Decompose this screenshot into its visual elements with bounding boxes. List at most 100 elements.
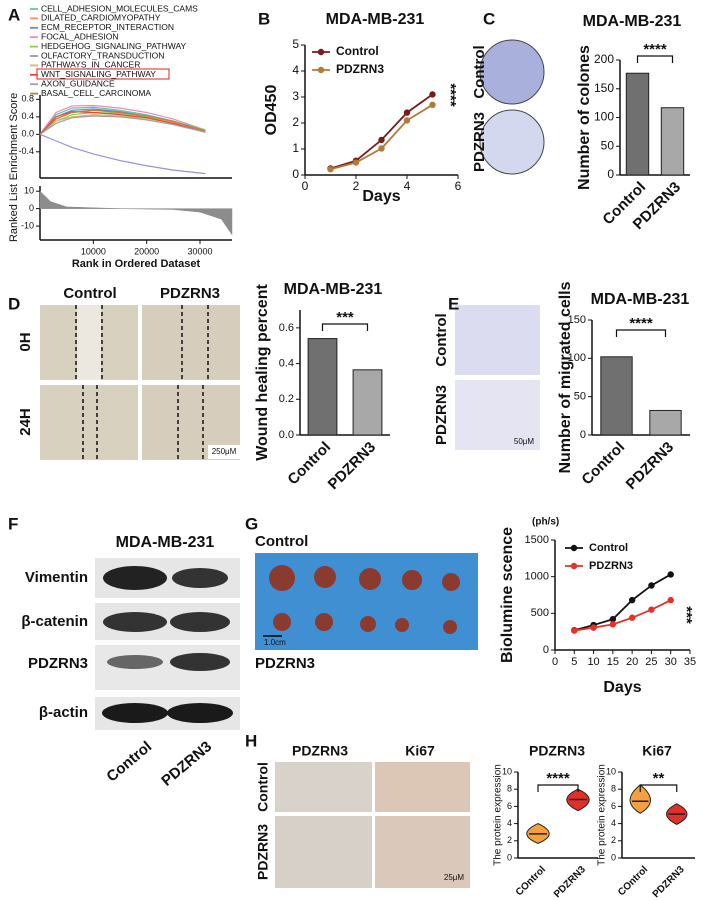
x-tick-label: PDZRN3 bbox=[325, 439, 379, 493]
y-tick-label: 50 bbox=[574, 391, 586, 403]
significance-bracket bbox=[537, 784, 579, 792]
line bbox=[574, 573, 672, 632]
y-tick-label: 500 bbox=[531, 607, 549, 619]
y-tick-label: 8 bbox=[611, 784, 616, 794]
x-tick-label: 20000 bbox=[134, 246, 159, 256]
row-label: Control bbox=[471, 45, 488, 98]
y-axis-label: Ranked List bbox=[8, 184, 20, 242]
photo-label: Control bbox=[255, 533, 308, 550]
point bbox=[590, 624, 597, 631]
y-axis-label: OD450 bbox=[263, 85, 280, 136]
point bbox=[352, 159, 360, 166]
x-tick-label: 30000 bbox=[187, 246, 212, 256]
wound-images bbox=[40, 305, 240, 460]
panel-letter: C bbox=[483, 9, 495, 28]
y-tick-label: 0.2 bbox=[279, 393, 294, 405]
row-label: Vimentin bbox=[25, 569, 88, 586]
x-tick-label: 30 bbox=[665, 656, 677, 668]
bar bbox=[600, 356, 633, 436]
x-tick-label: 15 bbox=[607, 656, 619, 668]
y-tick-label: 2 bbox=[611, 835, 616, 845]
x-tick-label: 20 bbox=[626, 656, 638, 668]
significance-bracket bbox=[636, 55, 674, 63]
y-tick-label: 3 bbox=[292, 89, 299, 103]
y-tick-label: 0.6 bbox=[279, 322, 294, 334]
y-tick-label: 200 bbox=[594, 52, 614, 66]
x-tick-label: 10000 bbox=[81, 246, 106, 256]
panel-letter: E bbox=[448, 294, 459, 313]
x-tick-label: 6 bbox=[455, 179, 462, 193]
point bbox=[667, 571, 674, 578]
point bbox=[628, 614, 636, 621]
ihc-images bbox=[275, 762, 470, 888]
line bbox=[39, 110, 206, 135]
y-axis-label: Enrichment Score bbox=[8, 93, 20, 180]
chart-title: MDA-MB-231 bbox=[583, 13, 682, 30]
y-tick-label: 4 bbox=[292, 63, 299, 77]
annotation: **** bbox=[546, 770, 570, 787]
y-tick-label: 5 bbox=[292, 37, 299, 51]
row-label: β-catenin bbox=[21, 613, 88, 630]
x-tick-label: 5 bbox=[571, 656, 577, 668]
photo-label: PDZRN3 bbox=[255, 655, 315, 672]
y-tick-label: 8 bbox=[507, 784, 512, 794]
y-tick-label: 2 bbox=[292, 115, 299, 129]
x-tick-label: 2 bbox=[353, 179, 360, 193]
bar bbox=[660, 107, 685, 176]
y-tick-label: 0 bbox=[543, 644, 549, 656]
legend-label: PDZRN3 bbox=[589, 560, 633, 572]
bar bbox=[625, 72, 650, 176]
point bbox=[378, 136, 385, 144]
chart-title: MDA-MB-231 bbox=[326, 11, 425, 28]
y-tick-label: 0 bbox=[611, 852, 616, 862]
point bbox=[628, 596, 636, 604]
legend-label: PATHWAYS_IN_CANCER bbox=[41, 60, 140, 70]
legend-label: CELL_ADHESION_MOLECULES_CAMS bbox=[41, 3, 198, 13]
row-label: PDZRN3 bbox=[471, 112, 488, 172]
row-label: 0H bbox=[17, 332, 34, 351]
significance-bracket bbox=[615, 329, 667, 337]
x-axis-label: Days bbox=[362, 188, 400, 205]
point bbox=[403, 109, 411, 116]
y-tick-label: 1 bbox=[292, 141, 299, 155]
x-tick-label: Control bbox=[578, 439, 628, 489]
legend-label: BASAL_CELL_CARCINOMA bbox=[41, 88, 151, 98]
y-tick-label: 150 bbox=[594, 81, 614, 95]
x-tick-label: 35 bbox=[684, 656, 696, 668]
y-tick-label: 0.8 bbox=[21, 94, 34, 104]
y-tick-label: 1000 bbox=[525, 571, 549, 583]
x-axis-label: Days bbox=[603, 679, 641, 696]
point bbox=[667, 596, 674, 604]
y-tick-label: 10 bbox=[24, 186, 34, 196]
y-axis-label: The protein expression bbox=[493, 764, 504, 866]
scale-label: 50μM bbox=[514, 437, 535, 446]
line bbox=[330, 93, 434, 170]
y-tick-label: 2 bbox=[507, 835, 512, 845]
y-tick-label: 0 bbox=[29, 203, 34, 213]
point bbox=[609, 616, 617, 623]
annotation: *** bbox=[678, 606, 695, 624]
migration-image bbox=[455, 305, 540, 375]
panel-letter: F bbox=[8, 514, 18, 533]
scale-label: 1.0cm bbox=[264, 638, 286, 647]
line bbox=[39, 109, 206, 135]
point bbox=[429, 101, 436, 109]
annotation: *** bbox=[336, 309, 354, 326]
row-label: 24H bbox=[17, 408, 34, 436]
legend-label: WNT_SIGNALING_PATHWAY bbox=[41, 69, 156, 79]
panel-letter: G bbox=[245, 514, 258, 533]
x-tick-label: 25 bbox=[645, 656, 657, 668]
y-tick-label: 4 bbox=[611, 818, 616, 828]
point bbox=[327, 166, 334, 173]
significance-bracket bbox=[639, 784, 678, 792]
x-tick-label: COntrol bbox=[616, 864, 650, 898]
chart-title: PDZRN3 bbox=[529, 743, 585, 759]
y-tick-label: 4 bbox=[507, 818, 512, 828]
line bbox=[39, 104, 206, 135]
chart-title: MDA-MB-231 bbox=[591, 291, 690, 308]
y-tick-label: 100 bbox=[594, 110, 614, 124]
column-label: Ki67 bbox=[405, 743, 435, 759]
y-tick-label: 100 bbox=[568, 352, 586, 364]
row-label: PDZRN3 bbox=[255, 824, 271, 880]
annotation: **** bbox=[643, 41, 667, 58]
